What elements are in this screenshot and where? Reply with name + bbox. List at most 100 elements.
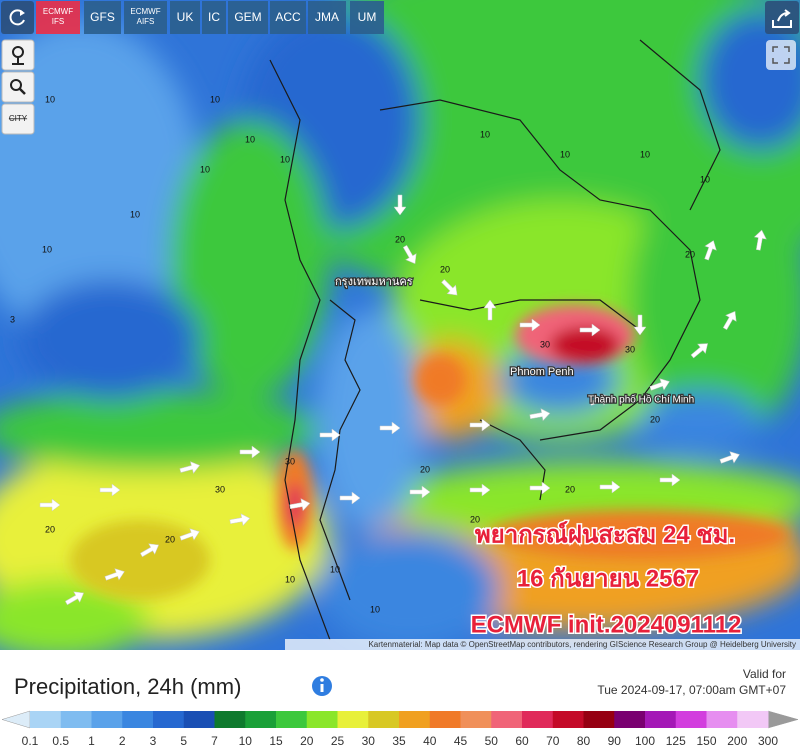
contour-label: 10 xyxy=(245,134,255,144)
valid-time: Tue 2024-09-17, 07:00am GMT+07 xyxy=(597,683,786,697)
model-tab[interactable] xyxy=(308,1,346,34)
wind-arrow xyxy=(589,393,610,406)
locate-button[interactable] xyxy=(1,39,35,71)
model-tab[interactable] xyxy=(202,1,226,34)
scale-swatch xyxy=(675,711,707,728)
model-tab-label: ECMWF IFS xyxy=(43,7,73,26)
contour-label: 20 xyxy=(165,534,175,544)
contour-label: 3 xyxy=(10,314,15,324)
scale-label: 125 xyxy=(666,734,686,748)
wind-arrow xyxy=(469,483,491,497)
model-tab-label: ACC xyxy=(275,10,301,24)
contour-label: 30 xyxy=(625,344,635,354)
scale-swatch xyxy=(30,711,62,728)
scale-label: 200 xyxy=(727,734,747,748)
contour-label: 10 xyxy=(200,164,210,174)
heavy-rain xyxy=(70,305,790,600)
scale-swatch xyxy=(645,711,677,728)
scale-label: 15 xyxy=(269,734,283,748)
scale-label: 80 xyxy=(577,734,591,748)
model-tab-label: ECMWF AIFS xyxy=(130,7,160,26)
model-tab[interactable] xyxy=(84,1,121,34)
model-tab-label: UM xyxy=(358,10,377,24)
attribution: Kartenmaterial: Map data © OpenStreetMap… xyxy=(368,640,796,649)
wind-arrow xyxy=(104,568,125,581)
fullscreen-button[interactable] xyxy=(766,40,796,70)
contour-label: 10 xyxy=(45,94,55,104)
wind-arrow xyxy=(139,543,160,558)
scale-label: 50 xyxy=(485,734,499,748)
wind-arrow xyxy=(179,528,200,541)
scale-label: 2 xyxy=(119,734,126,748)
info-icon-dot xyxy=(320,678,324,682)
city-labels: กรุงเทพมหานคร Phnom Penh Thành phố Hồ Ch… xyxy=(334,275,696,407)
model-tab[interactable] xyxy=(124,1,167,34)
contour-label: 10 xyxy=(280,154,290,164)
scale-swatch xyxy=(245,711,277,728)
wind-arrows xyxy=(39,194,767,606)
wind-arrow xyxy=(519,318,541,332)
contour-label: 20 xyxy=(470,514,480,524)
model-tab-label: GFS xyxy=(90,10,115,24)
contour-label: 20 xyxy=(45,524,55,534)
overlay-date: 16 กันยายน 2567 xyxy=(517,565,699,592)
wind-arrow xyxy=(649,378,670,391)
model-tab-label: JMA xyxy=(315,10,339,24)
wind-arrow xyxy=(289,498,311,512)
wind-arrow xyxy=(239,445,261,459)
wind-arrow xyxy=(529,408,551,422)
wind-arrow xyxy=(339,491,361,505)
scale-swatch xyxy=(399,711,431,728)
model-tab-label: UK xyxy=(177,10,194,24)
contour-label: 10 xyxy=(210,94,220,104)
model-tab[interactable] xyxy=(170,1,200,34)
scale-label: 1 xyxy=(88,734,95,748)
model-tab[interactable] xyxy=(36,1,80,34)
contour-label: 10 xyxy=(700,174,710,184)
model-tab[interactable] xyxy=(270,1,306,34)
scale-swatch xyxy=(522,711,554,728)
reload-button[interactable] xyxy=(1,1,34,34)
overlay-model: ECMWF init.2024091112 xyxy=(471,611,742,638)
scale-swatch xyxy=(706,711,738,728)
scale-label: 3 xyxy=(150,734,157,748)
scale-label: 10 xyxy=(239,734,253,748)
wind-arrow xyxy=(719,451,740,464)
search-button[interactable] xyxy=(1,71,35,103)
contour-label: 30 xyxy=(215,484,225,494)
scale-swatch xyxy=(337,711,369,728)
share-button[interactable] xyxy=(765,1,799,34)
wind-arrow xyxy=(483,299,497,321)
attribution-bg xyxy=(285,639,800,650)
city-button[interactable] xyxy=(1,103,35,135)
wind-arrow xyxy=(659,473,681,487)
contour-label: 20 xyxy=(395,234,405,244)
scale-swatch xyxy=(91,711,123,728)
model-tab[interactable] xyxy=(228,1,268,34)
scale-label: 100 xyxy=(635,734,655,748)
scale-label: 30 xyxy=(362,734,376,748)
search-icon-handle xyxy=(19,88,26,95)
contour-label: 10 xyxy=(480,129,490,139)
contour-label: 10 xyxy=(330,564,340,574)
map[interactable]: 10 10 3 10 10 10 10 10 10 10 10 10 20 20 30 30 20 20 20 20 2… xyxy=(0,0,800,660)
contour-label: 10 xyxy=(370,604,380,614)
wind-arrow xyxy=(99,483,121,497)
contour-label: 10 xyxy=(130,209,140,219)
wind-arrow xyxy=(753,229,767,251)
wind-arrow xyxy=(441,279,458,296)
scale-label: 40 xyxy=(423,734,437,748)
wind-arrow xyxy=(379,421,401,435)
wind-arrow xyxy=(722,310,737,331)
scale-swatch xyxy=(60,711,92,728)
scale-swatch xyxy=(614,711,646,728)
scale-swatch xyxy=(460,711,492,728)
scale-swatch xyxy=(491,711,523,728)
model-tab-label: IC xyxy=(208,10,220,24)
model-tab[interactable] xyxy=(350,1,384,34)
contour-label: 20 xyxy=(420,464,430,474)
valid-for-label: Valid for xyxy=(743,667,786,681)
wind-arrow xyxy=(529,481,551,495)
search-icon xyxy=(10,79,22,91)
